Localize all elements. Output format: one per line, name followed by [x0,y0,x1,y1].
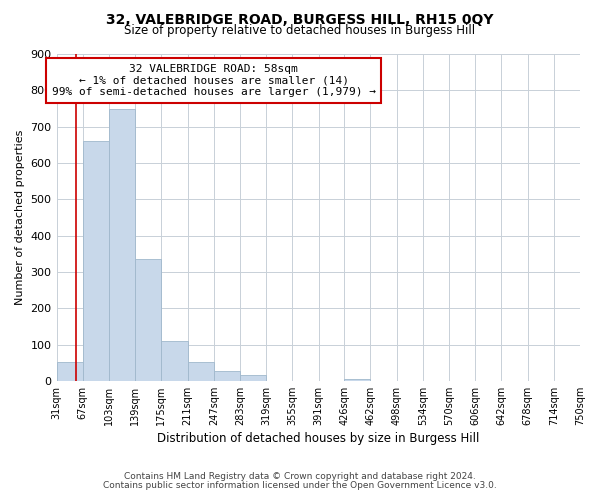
Bar [161,341,188,381]
Text: Contains public sector information licensed under the Open Government Licence v3: Contains public sector information licen… [103,481,497,490]
Bar [188,362,214,381]
Text: Size of property relative to detached houses in Burgess Hill: Size of property relative to detached ho… [124,24,476,37]
Text: Contains HM Land Registry data © Crown copyright and database right 2024.: Contains HM Land Registry data © Crown c… [124,472,476,481]
Text: 32, VALEBRIDGE ROAD, BURGESS HILL, RH15 0QY: 32, VALEBRIDGE ROAD, BURGESS HILL, RH15 … [106,12,494,26]
Bar [214,371,240,381]
Bar [344,379,370,381]
X-axis label: Distribution of detached houses by size in Burgess Hill: Distribution of detached houses by size … [157,432,479,445]
Bar [56,362,83,381]
Bar [109,109,135,381]
Text: 32 VALEBRIDGE ROAD: 58sqm
← 1% of detached houses are smaller (14)
99% of semi-d: 32 VALEBRIDGE ROAD: 58sqm ← 1% of detach… [52,64,376,97]
Y-axis label: Number of detached properties: Number of detached properties [15,130,25,305]
Bar [135,259,161,381]
Bar [240,376,266,381]
Bar [83,141,109,381]
